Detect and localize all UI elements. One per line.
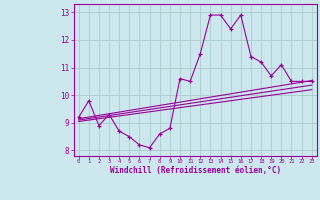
X-axis label: Windchill (Refroidissement éolien,°C): Windchill (Refroidissement éolien,°C) [110, 166, 281, 175]
